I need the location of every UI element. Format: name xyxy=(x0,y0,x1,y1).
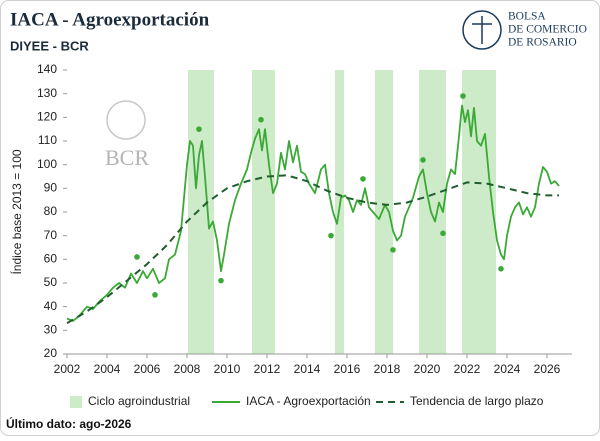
logo: BOLSA DE COMERCIO DE ROSARIO xyxy=(462,10,587,50)
y-tick-label: 20 xyxy=(44,346,58,360)
highlight-point xyxy=(360,176,366,182)
y-tick-label: 70 xyxy=(44,228,58,242)
y-tick-label: 100 xyxy=(37,157,57,171)
highlight-point xyxy=(460,93,466,99)
x-tick-label: 2020 xyxy=(414,362,441,376)
y-tick-label: 90 xyxy=(44,181,58,195)
highlight-point xyxy=(258,116,264,123)
highlight-point xyxy=(498,266,504,272)
highlight-point xyxy=(152,292,158,298)
x-tick-label: 2026 xyxy=(534,362,561,376)
legend-label: IACA - Agroexportación xyxy=(246,394,371,408)
chart-subtitle: DIYEE - BCR xyxy=(10,38,89,53)
y-tick-label: 120 xyxy=(37,110,57,124)
highlight-point xyxy=(218,277,224,284)
x-tick-label: 2010 xyxy=(214,362,241,376)
plot: 20 30 40 50 60 70 80 90 100 110 120 130 140 2002 2004 2… xyxy=(37,62,572,408)
legend-swatch xyxy=(70,396,82,408)
x-tick-label: 2008 xyxy=(174,362,201,376)
y-tick-label: 60 xyxy=(44,252,58,266)
x-tick-label: 2024 xyxy=(494,362,521,376)
y-tick-label: 40 xyxy=(44,299,58,313)
x-tick-label: 2014 xyxy=(294,362,321,376)
x-tick-label: 2018 xyxy=(374,362,401,376)
trend-line xyxy=(66,174,559,325)
cycle-band xyxy=(462,70,496,354)
data-line xyxy=(66,104,560,322)
logo-text: DE COMERCIO xyxy=(508,24,587,36)
cycle-band xyxy=(188,70,214,354)
y-tick-label: 130 xyxy=(37,86,57,100)
x-tick-label: 2012 xyxy=(254,362,281,376)
legend-label: Ciclo agroindustrial xyxy=(88,394,190,408)
logo-emblem xyxy=(462,10,502,50)
x-tick-label: 2004 xyxy=(94,362,121,376)
highlight-point xyxy=(440,230,446,237)
y-tick-label: 140 xyxy=(37,62,57,76)
highlight-point xyxy=(390,247,396,253)
logo-text: BOLSA xyxy=(508,11,546,23)
highlight-point xyxy=(420,157,426,163)
logo-text: DE ROSARIO xyxy=(508,37,577,49)
watermark-emblem xyxy=(106,100,146,140)
legend-label: Tendencia de largo plazo xyxy=(410,394,544,408)
y-tick-label: 80 xyxy=(44,204,58,218)
cycle-band xyxy=(252,70,275,354)
highlight-point xyxy=(134,254,140,260)
highlight-point xyxy=(196,126,202,132)
chart-title: IACA - Agroexportación xyxy=(10,9,210,30)
x-tick-label: 2022 xyxy=(454,362,481,376)
cycle-band xyxy=(419,70,446,354)
cycle-band xyxy=(375,70,393,354)
x-tick-label: 2002 xyxy=(54,362,81,376)
y-tick-label: 30 xyxy=(44,323,58,337)
highlight-point xyxy=(328,232,334,239)
x-tick-label: 2006 xyxy=(134,362,161,376)
x-tick-label: 2016 xyxy=(334,362,361,376)
footnote: Último dato: ago-2026 xyxy=(6,416,132,431)
y-axis-label: Índice base 2013 = 100 xyxy=(9,149,24,274)
y-tick-label: 110 xyxy=(38,133,57,147)
y-tick-label: 50 xyxy=(44,275,58,289)
watermark: BCR xyxy=(105,145,149,170)
